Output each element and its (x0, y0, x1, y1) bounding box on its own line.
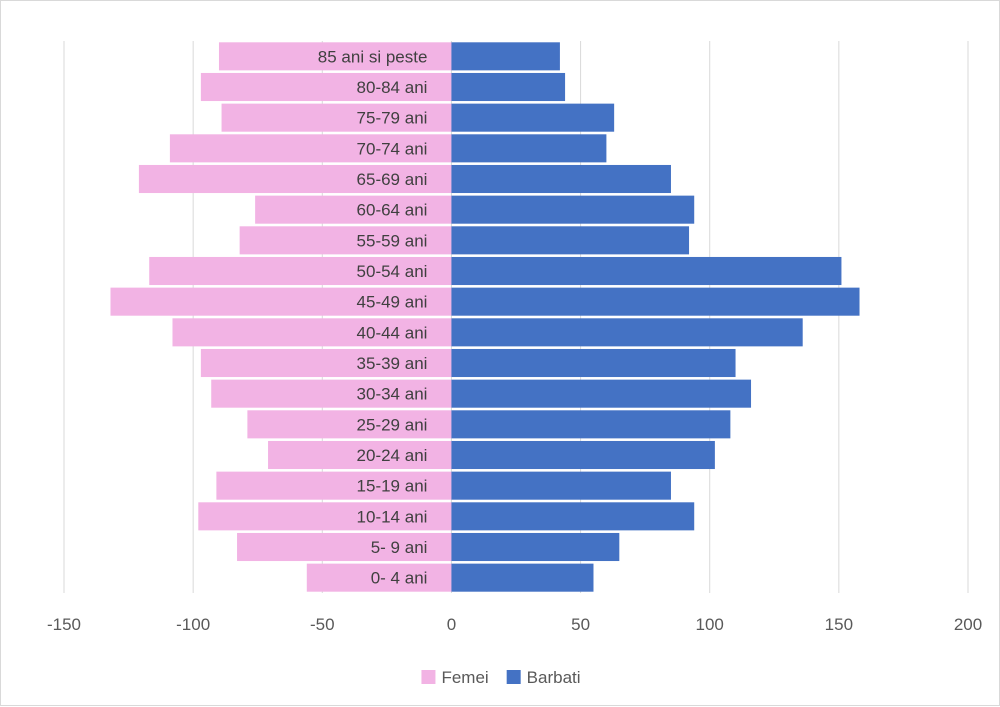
x-tick-label: 100 (696, 615, 724, 634)
category-label: 30-34 ani (357, 385, 428, 404)
category-label: 35-39 ani (357, 354, 428, 373)
bar-barbati-6 (451, 379, 752, 408)
bar-barbati-9 (451, 287, 860, 316)
bar-barbati-4 (451, 440, 715, 470)
category-label: 75-79 ani (357, 109, 428, 128)
bar-barbati-8 (451, 318, 803, 347)
bar-femei-13 (138, 164, 452, 194)
category-label: 60-64 ani (357, 201, 428, 220)
legend-label-barbati: Barbati (527, 668, 581, 687)
legend: Femei Barbati (421, 668, 581, 687)
bar-femei-1 (237, 532, 452, 562)
x-tick-label: 50 (571, 615, 590, 634)
bar-femei-17 (218, 42, 452, 71)
legend-swatch-femei (421, 670, 436, 684)
category-label: 65-69 ani (357, 170, 428, 189)
category-label: 5- 9 ani (371, 538, 428, 557)
x-tick-label: -100 (176, 615, 210, 634)
bar-barbati-0 (451, 563, 594, 592)
gridlines (63, 41, 969, 593)
bar-barbati-15 (451, 103, 615, 132)
bar-femei-2 (198, 502, 452, 531)
bar-barbati-1 (451, 532, 620, 562)
category-label: 15-19 ani (357, 477, 428, 496)
category-label: 55-59 ani (357, 231, 428, 250)
bar-barbati-14 (451, 134, 607, 163)
bar-femei-6 (211, 379, 452, 408)
category-label: 10-14 ani (357, 507, 428, 526)
bar-barbati-13 (451, 164, 671, 194)
x-tick-label: -150 (47, 615, 81, 634)
x-tick-label: 0 (447, 615, 456, 634)
category-label: 0- 4 ani (371, 569, 428, 588)
bar-barbati-10 (451, 256, 842, 286)
category-label: 25-29 ani (357, 415, 428, 434)
category-label: 50-54 ani (357, 262, 428, 281)
legend-label-femei: Femei (441, 668, 488, 687)
bar-femei-0 (306, 563, 452, 592)
category-label: 40-44 ani (357, 323, 428, 342)
bar-femei-8 (172, 318, 452, 347)
bar-barbati-17 (451, 42, 560, 71)
x-tick-labels: -150 -100 -50 0 50 100 150 200 (47, 615, 982, 634)
bar-femei-16 (200, 72, 452, 102)
bar-barbati-2 (451, 502, 695, 531)
category-label: 80-84 ani (357, 78, 428, 97)
bar-femei-12 (255, 195, 452, 224)
x-tick-label: -50 (310, 615, 335, 634)
bar-femei-9 (110, 287, 452, 316)
bar-femei-11 (239, 226, 452, 255)
bar-barbati-3 (451, 471, 671, 500)
x-tick-label: 200 (954, 615, 982, 634)
bar-barbati-7 (451, 348, 736, 378)
bar-barbati-11 (451, 226, 690, 255)
bar-femei-3 (216, 471, 452, 500)
bar-femei-4 (268, 440, 452, 470)
category-label: 70-74 ani (357, 139, 428, 158)
bar-barbati-5 (451, 410, 731, 439)
category-label: 20-24 ani (357, 446, 428, 465)
bars (110, 42, 860, 592)
category-label: 45-49 ani (357, 293, 428, 312)
bar-femei-15 (221, 103, 452, 132)
bar-femei-5 (247, 410, 452, 439)
bar-barbati-16 (451, 72, 566, 102)
bar-barbati-12 (451, 195, 695, 224)
legend-swatch-barbati (506, 670, 521, 684)
category-label: 85 ani si peste (318, 47, 428, 66)
x-tick-label: 150 (825, 615, 853, 634)
bar-femei-10 (149, 256, 452, 286)
bar-femei-14 (169, 134, 452, 163)
category-labels: 0- 4 ani 5- 9 ani 10-14 ani 15-19 ani 20-24 … (318, 47, 428, 587)
bar-femei-7 (200, 348, 452, 378)
